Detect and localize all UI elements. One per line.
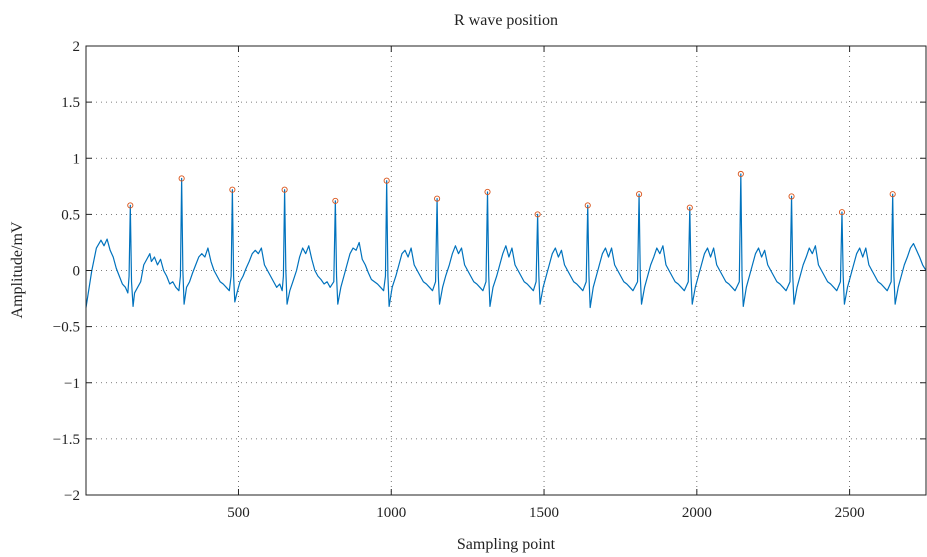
y-tick-label: 0.5	[61, 207, 80, 223]
grid	[86, 46, 926, 495]
r-peak-marker	[229, 186, 236, 193]
plot-area	[85, 170, 927, 309]
r-peak-marker	[686, 204, 693, 211]
r-peak-marker	[636, 191, 643, 198]
r-peak-marker	[838, 209, 846, 216]
r-peak-marker	[534, 211, 541, 218]
r-peak-marker	[889, 191, 896, 198]
r-peak-marker	[434, 195, 441, 202]
y-tick-label: 1.5	[61, 95, 80, 111]
y-tick-label: −1.5	[53, 432, 80, 448]
r-peak-marker	[584, 202, 591, 209]
x-tick-label: 2000	[682, 505, 712, 521]
r-peak-marker	[281, 186, 288, 193]
r-peak-marker	[383, 177, 390, 184]
x-tick-label: 2500	[835, 505, 865, 521]
x-tick-label: 1000	[376, 505, 406, 521]
ecg-signal-line	[85, 173, 927, 309]
axis-ticks	[86, 45, 926, 496]
x-axis-label: Sampling point	[457, 536, 556, 553]
x-tick-label: 500	[227, 505, 250, 521]
y-tick-label: 2	[73, 39, 81, 55]
y-tick-label: −1	[64, 376, 80, 392]
x-axis-tick-labels: 500 1000 1500 2000 2500	[227, 505, 864, 521]
y-tick-label: −0.5	[53, 320, 80, 336]
r-peak-marker	[484, 188, 491, 195]
r-peak-marker	[737, 170, 744, 178]
r-peak-marker	[178, 175, 185, 182]
r-peak-marker	[332, 197, 339, 204]
y-axis-tick-labels: −2 −1.5 −1 −0.5 0 0.5 1 1.5 2	[53, 39, 80, 504]
y-tick-label: 0	[73, 264, 81, 280]
r-peak-marker	[127, 202, 134, 209]
r-peak-marker	[788, 193, 795, 200]
y-tick-label: −2	[64, 488, 80, 504]
y-axis-label: Amplitude/mV	[9, 221, 26, 318]
x-tick-label: 1500	[529, 505, 559, 521]
y-tick-label: 1	[73, 151, 81, 167]
chart-title: R wave position	[454, 12, 558, 29]
